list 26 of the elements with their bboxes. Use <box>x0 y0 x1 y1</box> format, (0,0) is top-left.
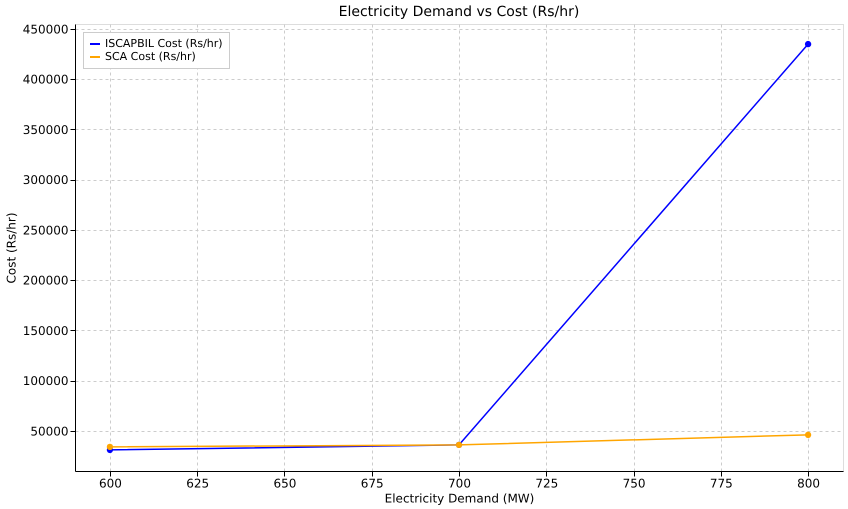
x-tick-label: 775 <box>710 476 733 490</box>
y-tick-label: 450000 <box>22 22 68 37</box>
x-tick-label: 700 <box>448 476 471 490</box>
legend-label: SCA Cost (Rs/hr) <box>105 50 196 63</box>
y-tick-label: 250000 <box>22 223 68 238</box>
y-tick-label: 150000 <box>22 324 68 338</box>
legend-label: ISCAPBIL Cost (Rs/hr) <box>105 37 223 50</box>
x-tick-label: 650 <box>274 476 296 490</box>
point <box>804 432 812 438</box>
x-tick-label: 800 <box>797 476 820 490</box>
y-tick-label: 300000 <box>22 173 68 188</box>
x-tick-label: 625 <box>186 476 210 490</box>
y-tick-label: 400000 <box>22 72 68 87</box>
y-tick-label: 100000 <box>22 374 68 388</box>
point <box>106 444 114 450</box>
y-tick-label: 200000 <box>22 274 68 288</box>
x-tick-label: 750 <box>622 476 646 490</box>
x-tick-label: 675 <box>360 476 384 490</box>
x-tick-label: 725 <box>535 476 558 490</box>
y-axis-title: Cost (Rs/hr) <box>4 212 19 284</box>
x-tick-label: 600 <box>98 476 122 490</box>
x-axis-title: Electricity Demand (MW) <box>384 492 534 506</box>
y-tick-label: 50000 <box>30 424 68 438</box>
chart-title: Electricity Demand vs Cost (Rs/hr) <box>338 4 580 20</box>
point <box>804 40 812 48</box>
y-tick-label: 350000 <box>22 122 68 137</box>
